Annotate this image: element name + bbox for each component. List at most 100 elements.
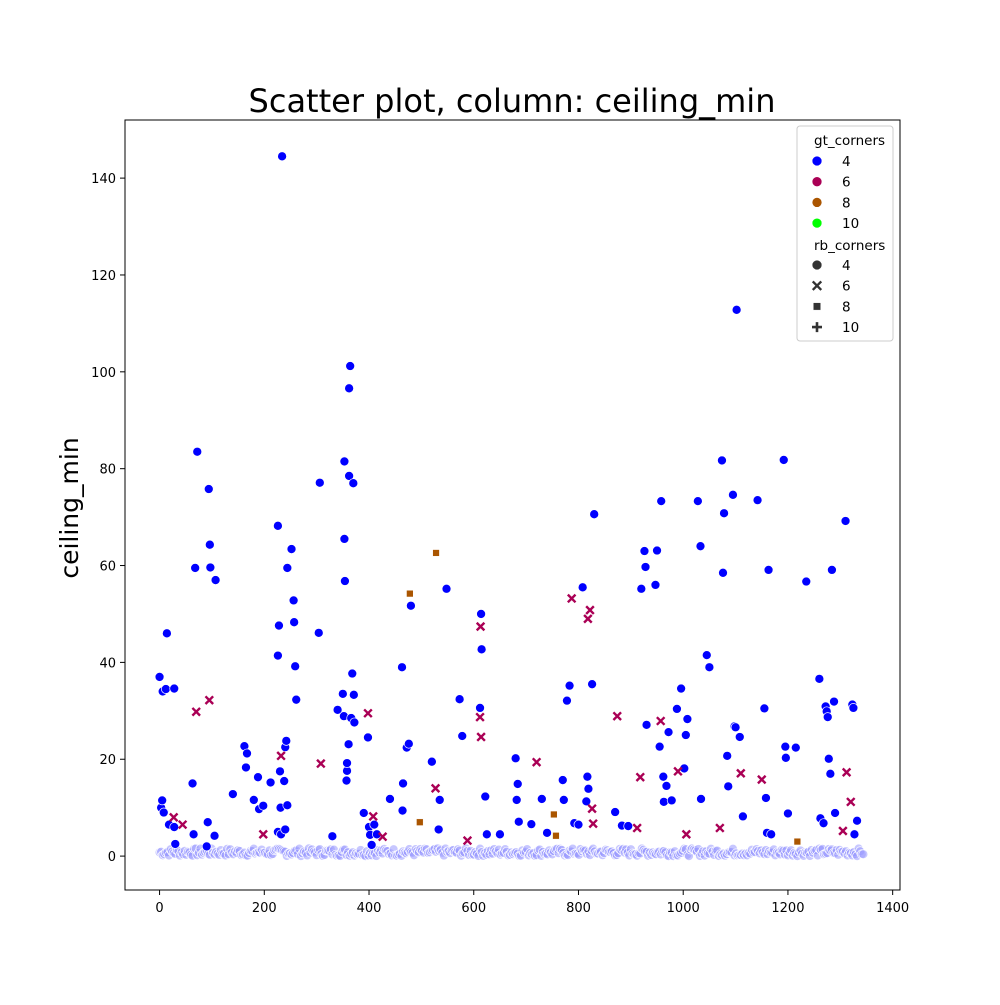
data-point bbox=[406, 589, 414, 598]
data-point bbox=[347, 668, 358, 679]
data-point bbox=[635, 772, 645, 782]
data-point bbox=[344, 471, 354, 481]
data-point bbox=[242, 748, 252, 759]
y-tick-label: 140 bbox=[91, 172, 116, 187]
y-axis-label: ceiling_min bbox=[55, 437, 84, 578]
data-point bbox=[823, 753, 834, 764]
data-point bbox=[258, 829, 268, 839]
data-point bbox=[566, 593, 577, 604]
data-point bbox=[666, 795, 677, 806]
data-point bbox=[403, 738, 414, 749]
legend-hue-label: 8 bbox=[842, 195, 851, 211]
data-point bbox=[495, 829, 505, 840]
data-point bbox=[761, 793, 771, 803]
data-point bbox=[846, 797, 856, 807]
data-point bbox=[369, 819, 380, 830]
legend-style-marker bbox=[811, 280, 823, 291]
y-tick-label: 100 bbox=[91, 366, 116, 381]
data-point bbox=[676, 683, 686, 694]
legend-hue-marker bbox=[811, 155, 823, 167]
y-tick-label: 0 bbox=[108, 850, 116, 865]
data-point bbox=[363, 732, 373, 743]
data-point bbox=[191, 707, 201, 717]
data-point bbox=[406, 600, 416, 611]
data-point bbox=[313, 627, 324, 638]
data-point bbox=[385, 794, 395, 804]
legend-hue-title: gt_corners bbox=[814, 133, 885, 149]
data-point bbox=[738, 811, 748, 822]
data-point bbox=[397, 662, 407, 673]
data-point bbox=[583, 783, 594, 794]
data-point bbox=[680, 730, 691, 740]
x-tick-label: 1000 bbox=[667, 901, 700, 916]
data-point bbox=[476, 732, 486, 742]
data-point bbox=[780, 741, 791, 752]
data-point bbox=[587, 803, 597, 814]
data-point bbox=[562, 695, 572, 706]
data-point bbox=[202, 817, 213, 828]
x-tick-label: 1400 bbox=[876, 901, 909, 916]
plot-frame bbox=[124, 119, 901, 891]
data-point bbox=[358, 808, 369, 818]
data-point bbox=[274, 620, 284, 631]
data-point bbox=[273, 650, 283, 661]
data-point bbox=[416, 818, 424, 826]
data-point bbox=[650, 580, 661, 590]
data-point bbox=[289, 617, 299, 628]
data-point bbox=[190, 563, 201, 573]
data-point bbox=[241, 762, 251, 773]
data-point bbox=[273, 520, 283, 531]
data-point bbox=[258, 800, 269, 811]
x-tick-label: 400 bbox=[357, 901, 382, 916]
data-point bbox=[830, 808, 840, 818]
data-point bbox=[542, 828, 552, 838]
data-point bbox=[818, 818, 829, 829]
data-point bbox=[341, 775, 352, 786]
data-point bbox=[639, 546, 650, 556]
legend-style-label: 10 bbox=[842, 320, 859, 336]
data-point bbox=[829, 696, 839, 707]
data-point bbox=[348, 478, 359, 489]
legend-style-label: 8 bbox=[842, 299, 851, 315]
data-point bbox=[550, 810, 558, 819]
data-point bbox=[316, 758, 326, 769]
data-point bbox=[434, 795, 445, 805]
chart-title: Scatter plot, column: ceiling_min bbox=[249, 82, 776, 120]
data-point bbox=[169, 683, 180, 694]
data-point bbox=[441, 583, 452, 594]
data-point bbox=[723, 781, 734, 792]
data-point bbox=[475, 712, 485, 722]
data-point bbox=[510, 753, 521, 764]
data-point bbox=[204, 695, 214, 705]
data-point bbox=[715, 823, 725, 833]
data-point bbox=[722, 751, 733, 761]
data-point bbox=[160, 684, 171, 694]
data-point bbox=[248, 795, 259, 805]
x-tick-label: 600 bbox=[461, 901, 486, 916]
data-point bbox=[282, 800, 293, 811]
data-point bbox=[682, 714, 693, 724]
data-point bbox=[822, 712, 833, 722]
data-point bbox=[838, 826, 848, 836]
data-point bbox=[327, 831, 338, 842]
data-point bbox=[288, 595, 299, 606]
data-point bbox=[228, 789, 238, 799]
data-point bbox=[348, 689, 359, 700]
data-point bbox=[658, 771, 669, 782]
data-point bbox=[210, 575, 221, 585]
data-point bbox=[432, 549, 440, 557]
data-point bbox=[368, 811, 378, 822]
y-tick-label: 40 bbox=[99, 656, 116, 671]
data-point bbox=[339, 456, 350, 467]
data-point bbox=[291, 694, 302, 705]
data-point bbox=[286, 544, 297, 554]
data-point bbox=[587, 679, 597, 690]
x-tick-label: 800 bbox=[566, 901, 591, 916]
y-axis: 0 20 40 60 80 100 120 140 bbox=[91, 172, 125, 865]
legend-hue-label: 10 bbox=[842, 216, 859, 232]
data-point bbox=[343, 739, 354, 750]
data-point bbox=[201, 841, 212, 852]
data-point bbox=[480, 791, 491, 802]
data-point bbox=[780, 752, 791, 763]
data-point bbox=[581, 796, 592, 807]
